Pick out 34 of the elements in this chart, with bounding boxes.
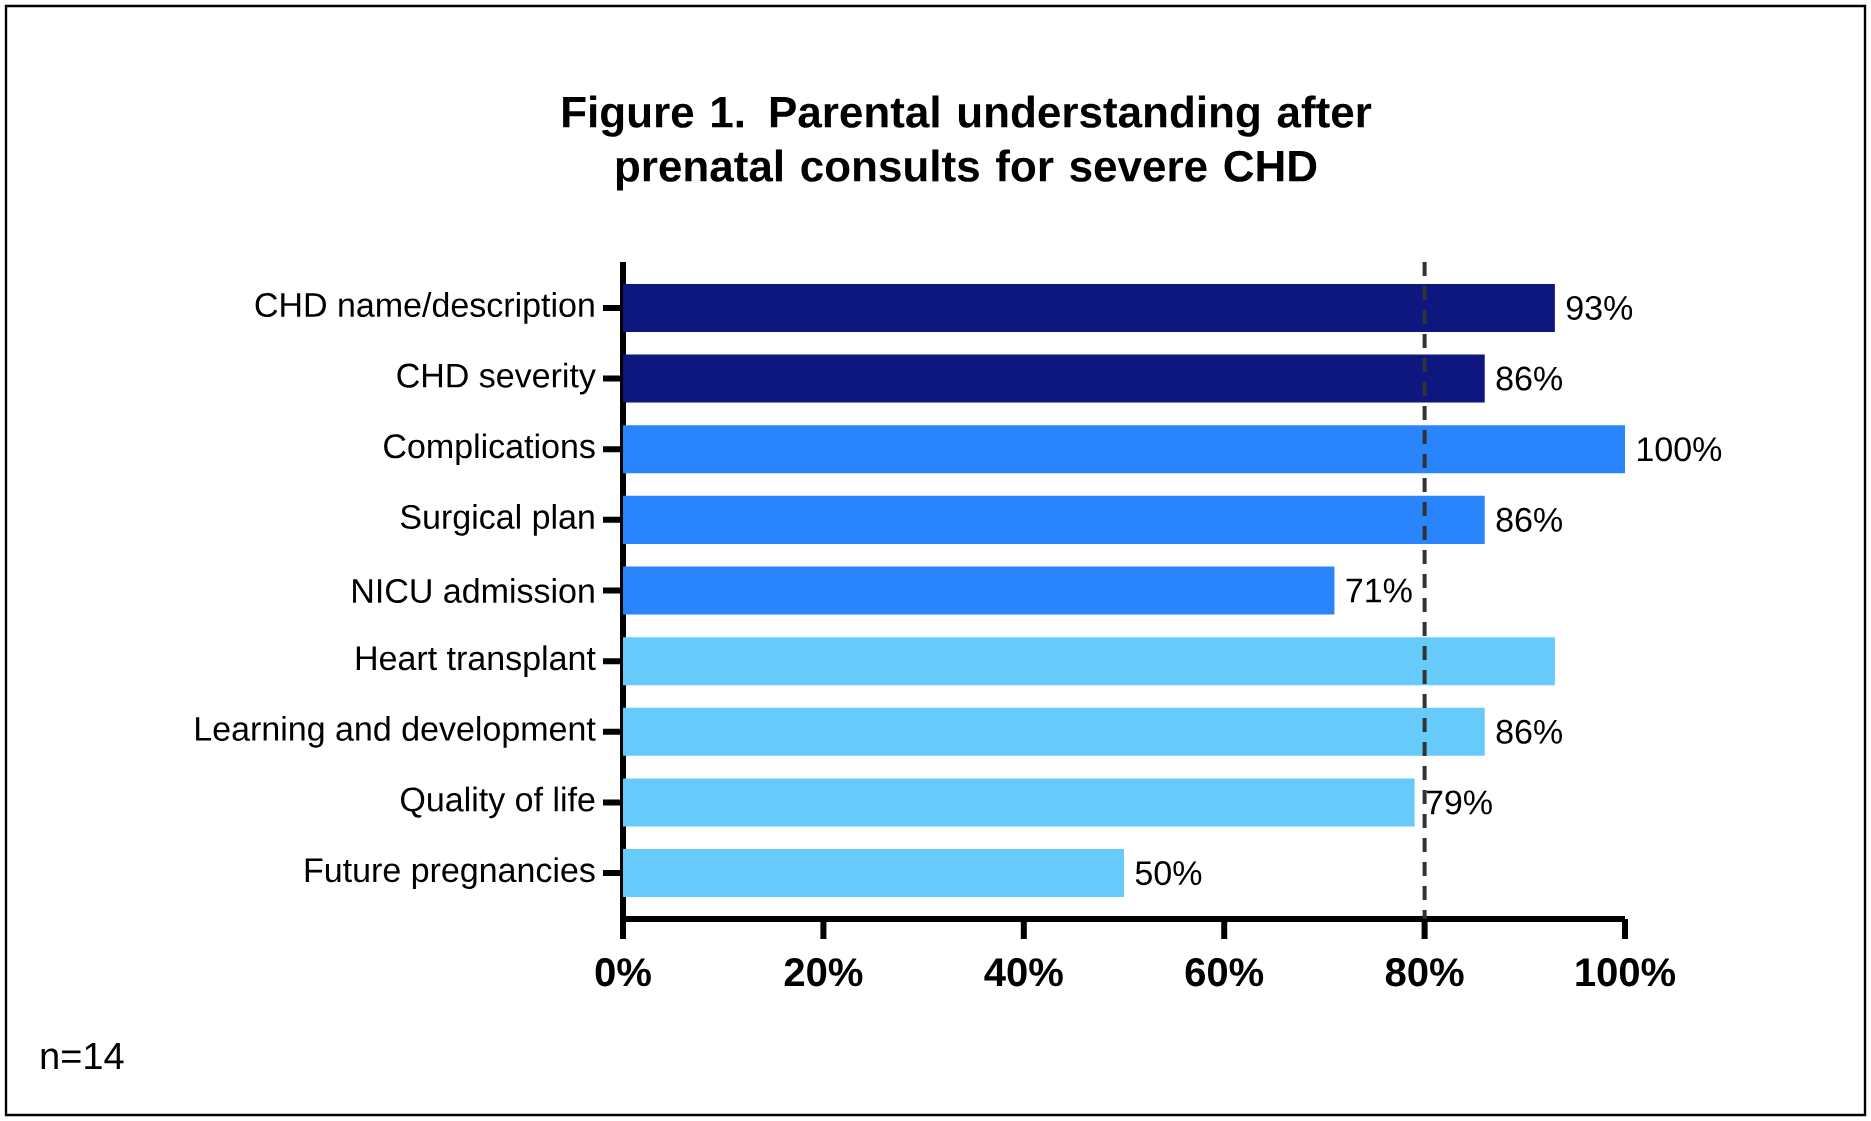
data-label: 86%	[1496, 719, 1562, 744]
bar	[623, 354, 1485, 403]
bar	[623, 637, 1555, 686]
bar	[623, 566, 1335, 615]
bar	[623, 849, 1125, 898]
chart-title: Figure 1. Parental understanding after prenatal consults for severe CHD	[563, 95, 1372, 191]
y-tick-label: Heart transplant	[356, 645, 596, 677]
y-tick-label: Complications	[384, 433, 595, 466]
x-tick-label: 0%	[595, 958, 651, 987]
y-tick-label: Surgical plan	[400, 504, 594, 536]
x-tick-label: 100%	[1576, 958, 1676, 987]
y-tick-label: Future pregnancies	[305, 857, 595, 889]
data-label: 93%	[1566, 295, 1633, 320]
bar	[623, 283, 1555, 332]
x-tick-label: 40%	[984, 958, 1063, 987]
text: n=14	[41, 1042, 124, 1070]
data-label: 71%	[1346, 578, 1412, 603]
y-tick-label: Quality of life	[401, 786, 595, 819]
y-tick-label: NICU admission	[353, 578, 594, 603]
data-label: 100%	[1638, 437, 1722, 462]
y-tick-label: Learning and development	[196, 715, 596, 748]
data-label: 86%	[1496, 507, 1562, 532]
data-label: 79%	[1426, 790, 1492, 815]
y-tick-label: CHD severity	[397, 362, 596, 395]
bar	[623, 425, 1626, 474]
y-tick-label: CHD name/description	[255, 292, 594, 324]
data-label: 86%	[1496, 366, 1562, 391]
bar	[623, 778, 1415, 827]
data-label: 50%	[1135, 861, 1202, 886]
x-tick-label: 20%	[784, 958, 863, 987]
bar	[623, 707, 1485, 756]
x-tick-label: 60%	[1185, 958, 1264, 987]
x-tick-label: 80%	[1385, 958, 1464, 987]
bar	[623, 495, 1485, 544]
